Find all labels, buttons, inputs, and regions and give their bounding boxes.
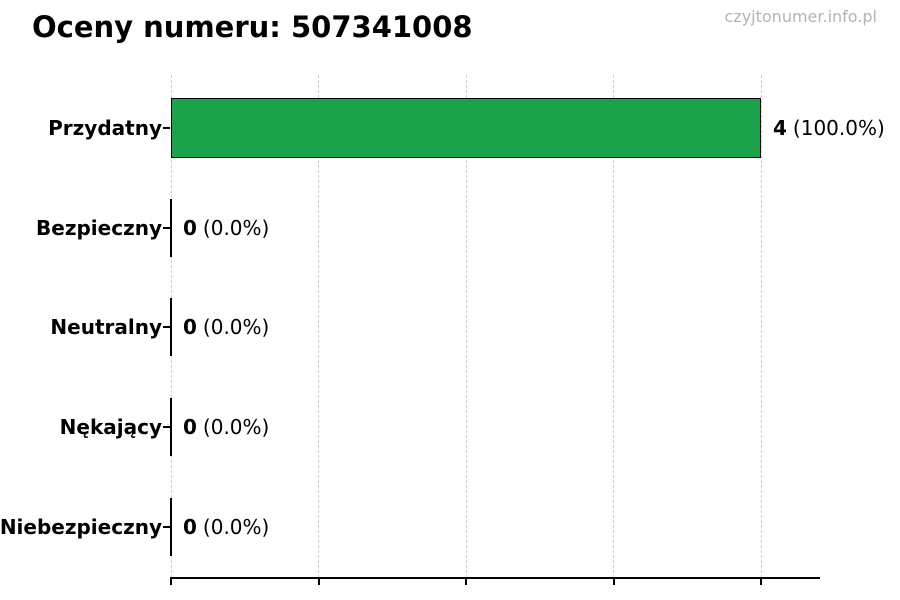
value-label: 0 (0.0%) [183, 317, 269, 337]
value-count: 0 [183, 415, 197, 440]
value-count: 0 [183, 215, 197, 240]
gridline [465, 75, 467, 578]
value-count: 0 [183, 515, 197, 539]
value-percent: (100.0%) [792, 115, 885, 140]
value-label: 4 (100.0%) [773, 118, 885, 138]
x-axis-tick [317, 579, 320, 585]
x-axis-tick [612, 579, 615, 585]
zero-bar [170, 298, 172, 357]
y-axis-tick [163, 226, 170, 229]
x-axis-tick [760, 579, 762, 585]
x-axis-tick [170, 579, 172, 585]
category-label: Neutralny [50, 315, 162, 340]
y-axis-tick [163, 426, 170, 429]
zero-bar [170, 198, 172, 257]
category-label: Bezpieczny [36, 215, 162, 240]
value-label: 0 (0.0%) [183, 417, 269, 437]
y-axis-tick [163, 326, 170, 329]
value-label: 0 (0.0%) [183, 218, 269, 238]
zero-bar [170, 398, 172, 457]
bar [171, 97, 761, 158]
gridline [318, 75, 319, 578]
zero-bar [170, 498, 172, 556]
category-label: Nękający [59, 415, 162, 440]
watermark-text: czyjtonumer.info.pl [724, 7, 878, 26]
x-axis-tick [465, 579, 467, 585]
chart-title: Oceny numeru: 507341008 [32, 10, 473, 44]
gridline [613, 75, 614, 578]
category-label: Niebezpieczny [0, 515, 162, 539]
y-axis-tick [163, 526, 170, 528]
x-axis-line [170, 577, 820, 579]
value-count: 0 [183, 315, 197, 340]
category-label: Przydatny [48, 115, 162, 140]
value-percent: (0.0%) [202, 315, 270, 340]
value-percent: (0.0%) [202, 415, 270, 440]
value-percent: (0.0%) [202, 215, 270, 240]
value-count: 4 [773, 115, 787, 140]
gridline [760, 75, 762, 578]
value-percent: (0.0%) [202, 515, 270, 539]
y-axis-tick [163, 126, 170, 129]
value-label: 0 (0.0%) [183, 517, 269, 537]
